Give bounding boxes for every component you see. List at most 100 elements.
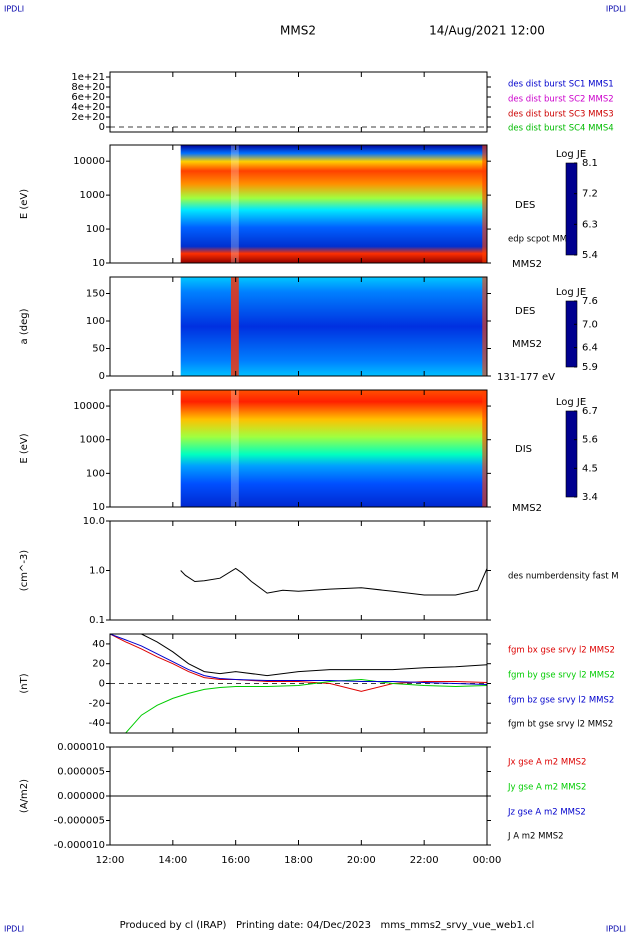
panel-label: MMS2 [512, 339, 542, 350]
spectrogram-feature [482, 277, 487, 376]
y-tick-label: 0.1 [89, 615, 105, 626]
colorbar-tick-label: 5.9 [582, 362, 598, 373]
y-tick-label: 150 [86, 289, 105, 300]
x-tick-label: 20:00 [347, 855, 376, 866]
legend-entry: Jz gse A m2 MMS2 [507, 808, 586, 818]
y-tick-label: 100 [86, 316, 105, 327]
footer: Produced by cl (IRAP) Printing date: 04/… [120, 920, 535, 931]
spectrogram [180, 145, 487, 263]
colorbar-tick-label: 8.1 [582, 158, 598, 169]
spectrogram-feature [482, 390, 487, 507]
title: MMS2 [280, 24, 316, 38]
series-line [110, 634, 487, 685]
y-tick-label: 100 [86, 468, 105, 479]
legend-entry: Jy gse A m2 MMS2 [507, 783, 586, 793]
legend-entry: fgm bx gse srvy l2 MMS2 [508, 646, 615, 656]
y-tick-label: 0 [99, 371, 105, 382]
x-tick-label: 16:00 [221, 855, 250, 866]
y-tick-label: -20 [89, 698, 105, 709]
series-line [180, 567, 487, 596]
colorbar-tick-label: 4.5 [582, 463, 598, 474]
y-tick-label: 1000 [80, 435, 105, 446]
legend-entry: des dist burst SC1 MMS1 [508, 80, 614, 90]
legend-entry: Jx gse A m2 MMS2 [507, 758, 586, 768]
legend-entry: des dist burst SC2 MMS2 [508, 95, 614, 105]
y-tick-label: 1e+21 [71, 72, 105, 83]
colorbar-tick-label: 5.6 [582, 435, 598, 446]
colorbar-tick-label: 7.6 [582, 296, 598, 307]
y-axis-label: (A/m2) [19, 779, 30, 813]
colorbar-title: Log JE [556, 287, 586, 298]
date: 14/Aug/2021 12:00 [429, 24, 545, 38]
colorbar [565, 410, 578, 498]
y-axis-label: E (eV) [19, 433, 30, 463]
legend-entry: fgm bz gse srvy l2 MMS2 [508, 696, 614, 706]
colorbar-tick-label: 5.4 [582, 250, 598, 261]
legend-entry: des numberdensity fast M [508, 572, 619, 582]
y-tick-label: 10000 [73, 156, 105, 167]
y-tick-label: 0.000010 [57, 742, 105, 753]
panel-label: MMS2 [512, 259, 542, 270]
y-tick-label: -40 [89, 718, 105, 729]
colorbar-title: Log JE [556, 397, 586, 408]
y-tick-label: 40 [92, 639, 105, 650]
legend-entry: J A m2 MMS2 [507, 832, 564, 842]
y-axis-label: a (deg) [19, 308, 30, 344]
series-line [125, 678, 487, 733]
spectrogram-feature [482, 145, 487, 263]
y-tick-label: 10000 [73, 401, 105, 412]
colorbar-tick-label: 6.7 [582, 406, 598, 417]
colorbar-tick-label: 7.2 [582, 189, 598, 200]
y-tick-label: 0 [99, 679, 105, 690]
y-tick-label: 6e+20 [71, 92, 105, 103]
y-tick-label: 8e+20 [71, 82, 105, 93]
y-tick-label: 20 [92, 659, 105, 670]
x-tick-label: 22:00 [410, 855, 439, 866]
colorbar [565, 162, 578, 256]
legend-entry: fgm bt gse srvy l2 MMS2 [508, 720, 613, 730]
corner-label: IPDLI [606, 5, 626, 14]
panel-label: edp scpot MMS2 [508, 235, 578, 245]
y-tick-label: 10 [92, 258, 105, 269]
y-tick-label: 50 [92, 344, 105, 355]
y-tick-label: 2e+20 [71, 112, 105, 123]
colorbar-tick-label: 6.4 [582, 343, 598, 354]
y-axis-label: E (eV) [19, 189, 30, 219]
panel-label: DES [515, 200, 535, 211]
y-tick-label: 100 [86, 224, 105, 235]
colorbar-tick-label: 3.4 [582, 492, 598, 503]
spectrogram-feature [230, 277, 239, 376]
legend-entry: des dist burst SC3 MMS3 [508, 110, 614, 120]
y-tick-label: 1.0 [89, 566, 105, 577]
panel-label: MMS2 [512, 503, 542, 514]
x-tick-label: 14:00 [158, 855, 187, 866]
spectrogram [180, 277, 487, 376]
panel-label: 131-177 eV [497, 372, 555, 383]
spectrogram-feature [230, 390, 239, 507]
y-tick-label: 1000 [80, 190, 105, 201]
panel-label: DIS [515, 444, 532, 455]
panel-label: DES [515, 306, 535, 317]
y-tick-label: -0.000010 [54, 840, 105, 851]
spectrogram [180, 390, 487, 507]
colorbar-tick-label: 7.0 [582, 319, 598, 330]
spectrogram-feature [230, 145, 239, 263]
colorbar [565, 300, 578, 368]
corner-label: IPDLI [4, 925, 24, 934]
x-tick-label: 00:00 [473, 855, 502, 866]
x-tick-label: 12:00 [96, 855, 125, 866]
x-tick-label: 18:00 [284, 855, 313, 866]
legend-entry: fgm by gse srvy l2 MMS2 [508, 671, 615, 681]
y-tick-label: 0.000005 [57, 767, 105, 778]
y-tick-label: -0.000005 [54, 816, 105, 827]
series-line [141, 634, 487, 677]
y-tick-label: 0.000000 [57, 791, 105, 802]
y-axis-label: (cm^-3) [19, 550, 30, 591]
y-tick-label: 0 [99, 122, 105, 133]
y-tick-label: 10 [92, 502, 105, 513]
y-axis-label: (nT) [19, 673, 30, 693]
legend-entry: des dist burst SC4 MMS4 [508, 124, 614, 134]
colorbar-title: Log JE [556, 149, 586, 160]
corner-label: IPDLI [4, 5, 24, 14]
